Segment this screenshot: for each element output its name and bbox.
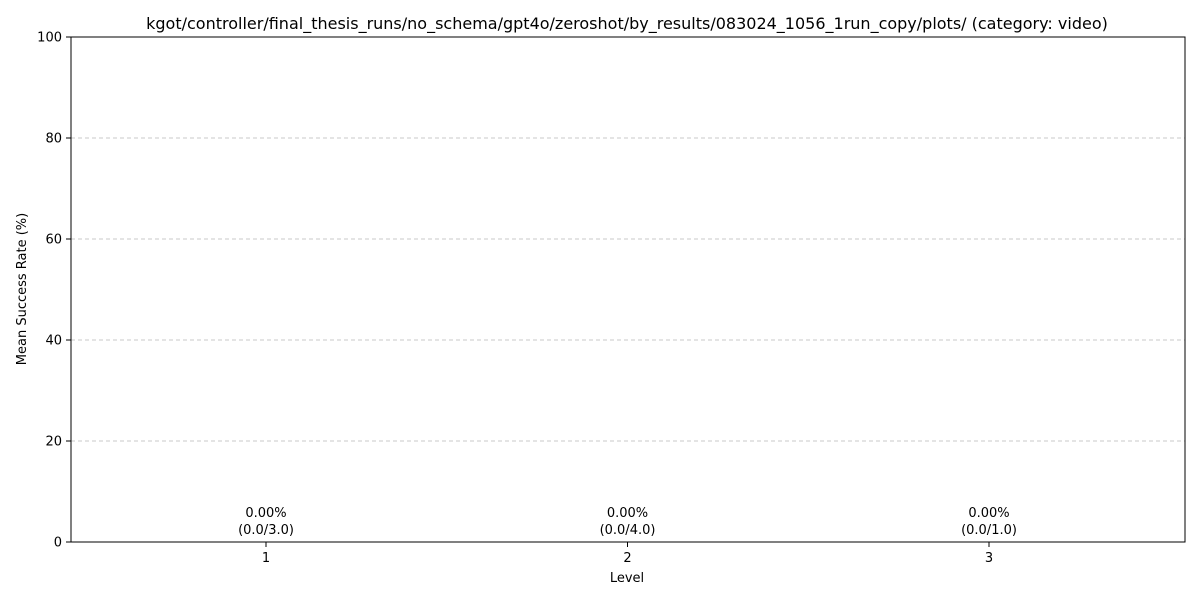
- y-tick-label: 100: [37, 31, 62, 46]
- x-axis-ticks: 1 2 3: [262, 542, 993, 566]
- y-tick-label: 40: [45, 334, 62, 349]
- x-tick-label: 1: [262, 551, 270, 566]
- y-tick-label: 0: [54, 536, 62, 551]
- data-label-percent: 0.00%: [968, 506, 1009, 521]
- plot-area-frame: [70, 36, 1186, 543]
- y-tick-label: 60: [45, 233, 62, 248]
- data-label-ratio: (0.0/1.0): [961, 523, 1017, 538]
- chart-title: kgot/controller/final_thesis_runs/no_sch…: [146, 14, 1108, 34]
- data-label-percent: 0.00%: [607, 506, 648, 521]
- data-label-ratio: (0.0/4.0): [600, 523, 656, 538]
- y-tick-label: 20: [45, 435, 62, 450]
- y-axis-label: Mean Success Rate (%): [15, 213, 30, 365]
- y-axis-ticks: 0 20 40 60 80 100: [37, 31, 71, 551]
- data-labels: 0.00% (0.0/3.0) 0.00% (0.0/4.0) 0.00% (0.0/1.…: [238, 506, 1017, 538]
- data-label-ratio: (0.0/3.0): [238, 523, 294, 538]
- x-tick-label: 2: [623, 551, 631, 566]
- y-tick-label: 80: [45, 132, 62, 147]
- grid-lines: [71, 137, 1185, 442]
- x-axis-label: Level: [610, 571, 644, 586]
- x-tick-label: 3: [985, 551, 993, 566]
- data-label-percent: 0.00%: [245, 506, 286, 521]
